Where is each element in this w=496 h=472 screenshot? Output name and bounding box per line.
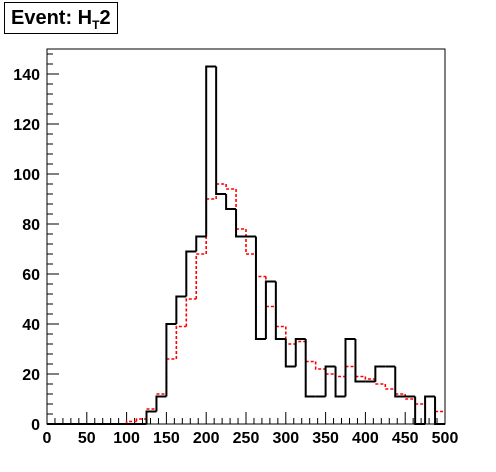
histogram-bin — [374, 379, 386, 385]
histogram-bin — [185, 298, 197, 327]
histogram-bin — [165, 323, 177, 397]
histogram-bin — [235, 189, 246, 230]
histogram-bin — [434, 396, 445, 425]
histogram-bin — [285, 326, 296, 345]
histogram-bin — [424, 395, 436, 404]
histogram-bin — [245, 229, 256, 255]
title-prefix: Event: H — [11, 7, 93, 29]
histogram-bin — [225, 194, 237, 210]
histogram-bin — [205, 65, 217, 237]
y-tick-label: 0 — [31, 417, 40, 434]
x-tick-label: 200 — [193, 430, 220, 447]
histogram-bin — [324, 365, 336, 397]
x-tick-label: 400 — [352, 430, 379, 447]
histogram-bin — [334, 374, 346, 378]
histogram-bin — [145, 410, 157, 424]
histogram-bin — [414, 399, 426, 405]
chart-title: Event: HT2 — [4, 2, 118, 34]
histogram-bin — [294, 340, 306, 344]
histogram-bin — [324, 369, 336, 375]
histogram-bin — [235, 209, 246, 238]
x-tick-label: 500 — [432, 430, 459, 447]
y-tick-label: 100 — [13, 167, 40, 184]
histogram-bin — [165, 358, 177, 394]
histogram-bin — [145, 408, 157, 419]
histogram-bin — [135, 418, 147, 422]
y-tick-label: 140 — [13, 67, 40, 84]
histogram-bin — [354, 366, 366, 378]
y-tick-label: 60 — [22, 267, 40, 284]
histogram-bin — [314, 361, 326, 370]
x-tick-label: 0 — [43, 430, 52, 447]
histogram-bin — [374, 365, 386, 382]
histogram-bin — [264, 280, 276, 339]
histogram-bin — [254, 236, 266, 340]
histogram-bin — [205, 198, 217, 254]
title-suffix: 2 — [99, 7, 111, 29]
x-tick-label: 250 — [233, 430, 260, 447]
histogram-bin — [304, 341, 316, 363]
histogram-bin — [424, 395, 436, 424]
x-tick-label: 50 — [78, 430, 96, 447]
histogram-bin — [364, 376, 376, 380]
histogram-bin — [274, 281, 286, 340]
histogram-bin — [225, 184, 237, 190]
histogram-bin — [175, 325, 187, 359]
histogram-bin — [284, 339, 296, 368]
y-tick-label: 120 — [13, 117, 40, 134]
histogram-bin — [344, 365, 356, 377]
histogram-bin — [434, 396, 445, 413]
histogram-bin — [275, 306, 286, 328]
histogram-bin — [354, 339, 366, 383]
histogram-bin — [155, 395, 167, 412]
histogram-bin — [215, 183, 227, 199]
histogram-bin — [294, 338, 306, 367]
histogram-series-dashed — [47, 183, 445, 425]
title-subscript: T — [92, 18, 100, 32]
histogram-bin — [255, 254, 266, 278]
histogram-bin — [394, 389, 406, 395]
histogram-bin — [195, 235, 207, 252]
y-tick-label: 40 — [22, 317, 40, 334]
y-axis: 0 20 40 60 80 100 120 140 — [13, 53, 59, 434]
histogram-bin — [195, 253, 207, 299]
x-tick-label: 450 — [392, 430, 419, 447]
histogram-bin — [304, 339, 316, 398]
x-axis: 0 50 100 150 200 250 300 350 400 450 500 — [43, 412, 459, 447]
series-layer — [47, 65, 445, 425]
x-tick-label: 350 — [312, 430, 339, 447]
histogram-bin — [384, 384, 396, 390]
histogram-bin — [175, 295, 187, 324]
histogram-bin — [414, 396, 426, 425]
x-tick-label: 300 — [272, 430, 299, 447]
histogram-series-solid — [47, 65, 445, 425]
y-tick-label: 20 — [22, 367, 40, 384]
histogram-bin — [334, 366, 346, 398]
x-tick-label: 100 — [113, 430, 140, 447]
y-tick-label: 80 — [22, 217, 40, 234]
histogram-bin — [394, 366, 406, 398]
histogram-bin — [185, 250, 197, 297]
histogram-bin — [215, 66, 227, 195]
histogram-bin — [344, 338, 356, 397]
x-tick-label: 150 — [153, 430, 180, 447]
